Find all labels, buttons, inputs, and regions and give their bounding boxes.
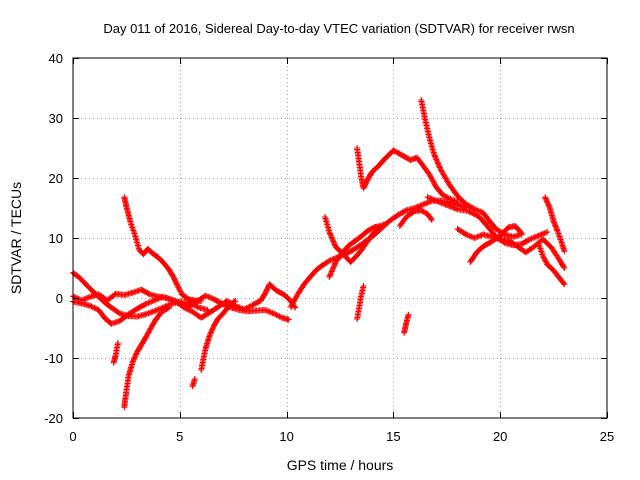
series-arc-h (110, 340, 121, 366)
series-arc-i (287, 197, 469, 310)
x-tick-label: 5 (176, 429, 183, 444)
series-markers (110, 340, 121, 366)
series-arc-d (121, 304, 173, 411)
series-arc-s (535, 241, 568, 288)
data-points (70, 97, 568, 411)
series-arc-k (322, 214, 382, 265)
series-markers (535, 241, 568, 288)
series-markers (354, 145, 461, 205)
x-tick-label: 0 (69, 429, 76, 444)
axis-ticks: 0 5 10 15 20 25 -20 -10 0 10 20 30 40 (44, 51, 614, 444)
x-tick-label: 15 (386, 429, 400, 444)
series-arc-l (354, 145, 461, 205)
series-arc-t (354, 283, 367, 322)
series-markers (396, 207, 435, 229)
series-markers (189, 376, 198, 390)
grid (73, 58, 607, 418)
series-markers (418, 97, 525, 240)
y-tick-label: 30 (49, 111, 63, 126)
y-tick-label: 0 (56, 291, 63, 306)
series-arc-r (542, 194, 568, 255)
series-markers (121, 304, 173, 411)
y-tick-label: 10 (49, 231, 63, 246)
series-arc-e (121, 194, 205, 304)
series-arc-m (418, 97, 525, 240)
series-markers (198, 298, 239, 373)
series-markers (454, 226, 568, 271)
series-arc-q (467, 223, 525, 265)
y-tick-label: -20 (44, 411, 63, 426)
x-axis-label: GPS time / hours (287, 457, 394, 473)
series-arc-g (189, 376, 198, 390)
series-markers (467, 223, 525, 265)
series-markers (354, 283, 367, 322)
x-tick-label: 10 (279, 429, 293, 444)
series-markers (322, 214, 382, 265)
series-markers (287, 197, 469, 310)
series-arc-n (396, 207, 435, 229)
series-markers (401, 311, 412, 336)
x-tick-label: 20 (493, 429, 507, 444)
x-tick-label: 25 (600, 429, 614, 444)
chart-title: Day 011 of 2016, Sidereal Day-to-day VTE… (103, 21, 574, 36)
series-markers (542, 194, 568, 255)
y-tick-label: -10 (44, 351, 63, 366)
series-arc-f (198, 298, 239, 373)
y-tick-label: 40 (49, 51, 63, 66)
series-markers (121, 194, 205, 304)
y-tick-label: 20 (49, 171, 63, 186)
series-arc-u (401, 311, 412, 336)
y-axis-label: SDTVAR / TECUs (8, 182, 24, 294)
series-arc-p (454, 226, 568, 271)
